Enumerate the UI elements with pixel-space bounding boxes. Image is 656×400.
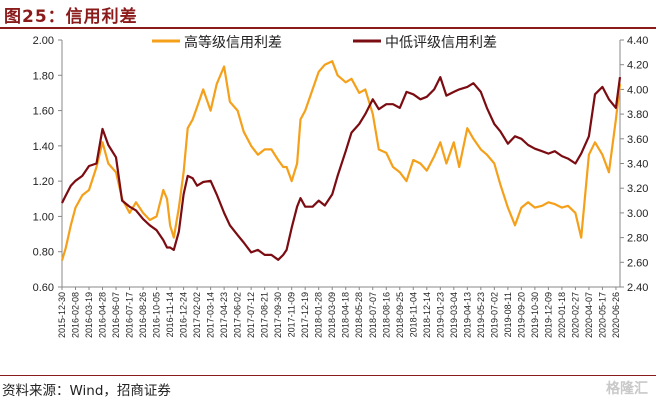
x-tick-label: 2020-06-26 (611, 292, 621, 338)
x-tick-label: 2020-05-17 (597, 292, 607, 338)
x-tick-label: 2020-04-07 (584, 292, 594, 338)
x-tick-label: 2018-01-28 (314, 292, 324, 338)
x-tick-label: 2017-02-02 (192, 292, 202, 338)
x-tick-label: 2020-02-27 (570, 292, 580, 338)
x-tick-label: 2018-12-14 (422, 292, 432, 338)
source-divider (0, 375, 656, 376)
source-note: 资料来源：Wind，招商证券 (2, 383, 171, 399)
x-tick-label: 2018-09-25 (395, 292, 405, 338)
x-tick-label: 2019-08-11 (503, 292, 513, 337)
x-tick-label: 2017-03-14 (206, 292, 216, 338)
chart-title: 图25：信用利差 (4, 7, 138, 27)
x-tick-label: 2019-03-04 (449, 292, 459, 338)
x-tick-label: 2017-08-21 (260, 292, 270, 338)
x-tick-label: 2018-07-07 (368, 292, 378, 338)
x-tick-label: 2015-12-30 (57, 292, 67, 338)
left-tick-label: 0.80 (33, 247, 54, 259)
x-tick-label: 2019-10-30 (530, 292, 540, 338)
x-tick-label: 2019-01-23 (435, 292, 445, 338)
x-tick-label: 2017-04-23 (219, 292, 229, 338)
right-tick-label: 4.00 (627, 84, 648, 96)
right-tick-label: 2.40 (627, 282, 648, 294)
left-tick-label: 2.00 (33, 35, 54, 47)
right-tick-label: 3.00 (627, 208, 648, 220)
x-tick-label: 2018-11-04 (408, 292, 418, 337)
x-tick-label: 2016-07-17 (125, 292, 135, 338)
left-tick-label: 1.40 (33, 141, 54, 153)
credit-spread-chart: 0.60 0.80 1.00 1.20 1.40 1.60 1.80 2.00 2.40 2.60… (33, 34, 649, 338)
series-line-mid-low-grade (61, 75, 622, 261)
x-tick-label: 2016-04-28 (98, 292, 108, 338)
legend-label-mid-low-grade: 中低评级信用利差 (385, 35, 497, 51)
x-tick-label: 2018-04-18 (341, 292, 351, 338)
x-tick-label: 2019-07-02 (489, 292, 499, 338)
right-tick-label: 4.40 (627, 35, 648, 47)
x-tick-label: 2016-06-07 (111, 292, 121, 338)
x-tick-label: 2018-08-16 (381, 292, 391, 338)
x-tick-label: 2016-11-14 (165, 292, 175, 337)
watermark-logo: 格隆汇 (606, 381, 648, 397)
right-tick-label: 3.60 (627, 134, 648, 146)
x-tick-label: 2017-09-30 (273, 292, 283, 338)
right-tick-label: 2.60 (627, 257, 648, 269)
x-tick-label: 2016-03-19 (84, 292, 94, 338)
series-line-high-grade (60, 60, 622, 261)
x-tick-label: 2019-09-20 (516, 292, 526, 338)
x-tick-label: 2017-12-19 (300, 292, 310, 338)
legend-label-high-grade: 高等级信用利差 (184, 34, 282, 51)
left-tick-label: 1.20 (33, 176, 54, 188)
x-tick-label: 2020-01-18 (557, 292, 567, 338)
x-tick-label: 2019-04-13 (462, 292, 472, 338)
x-tick-label: 2016-08-26 (138, 292, 148, 338)
right-tick-label: 3.80 (627, 109, 648, 121)
x-tick-label: 2019-12-09 (543, 292, 553, 338)
x-tick-label: 2016-12-24 (179, 292, 189, 338)
x-tick-label: 2016-02-08 (71, 292, 81, 338)
x-tick-label: 2019-05-23 (476, 292, 486, 338)
right-tick-label: 4.20 (627, 60, 648, 72)
x-tick-label: 2018-03-09 (327, 292, 337, 338)
right-tick-label: 3.40 (627, 159, 648, 171)
x-tick-label: 2017-11-09 (287, 292, 297, 337)
left-tick-label: 1.00 (33, 211, 54, 223)
x-tick-label: 2016-10-05 (152, 292, 162, 338)
left-tick-label: 1.60 (33, 106, 54, 118)
right-tick-label: 2.80 (627, 233, 648, 245)
right-tick-label: 3.20 (627, 183, 648, 195)
left-tick-label: 1.80 (33, 70, 54, 82)
x-tick-label: 2017-07-12 (246, 292, 256, 338)
x-tick-label: 2018-05-28 (354, 292, 364, 338)
x-tick-label: 2017-06-02 (233, 292, 243, 338)
title-divider (0, 27, 656, 29)
left-tick-label: 0.60 (33, 282, 54, 294)
